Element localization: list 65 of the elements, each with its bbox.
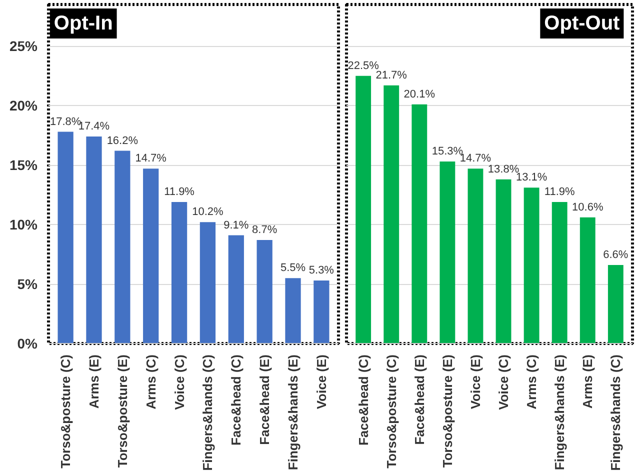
data-label: 16.2%	[106, 134, 138, 147]
bar	[228, 235, 244, 344]
x-tick-label: Fingers&hands (E)	[286, 354, 301, 470]
data-label: 9.1%	[224, 219, 249, 232]
x-tick-label: Arms (E)	[580, 354, 596, 409]
bar	[552, 202, 568, 344]
x-tick-label: Face&head (C)	[228, 354, 244, 446]
data-label: 21.7%	[376, 69, 408, 82]
data-label: 5.3%	[308, 264, 334, 276]
x-tick-label: Face&head (C)	[356, 354, 371, 446]
bar	[86, 136, 102, 344]
data-label: 20.1%	[404, 88, 436, 100]
y-tick-label: 20%	[9, 98, 38, 114]
x-tick-label: Torso&posture (C)	[58, 354, 74, 468]
bar	[468, 168, 484, 344]
bar	[171, 202, 188, 344]
data-label: 6.6%	[603, 248, 628, 261]
bar	[580, 217, 596, 344]
bar	[524, 188, 540, 344]
y-tick-label: 10%	[9, 216, 38, 233]
x-tick-label: Voice (C)	[496, 354, 512, 410]
x-tick-label: Fingers&hands (E)	[552, 354, 568, 470]
y-tick-label: 0%	[17, 336, 38, 352]
y-tick-label: 25%	[9, 38, 38, 54]
data-label: 5.5%	[280, 262, 306, 274]
x-tick-label: Voice (E)	[468, 354, 483, 410]
bar	[412, 104, 428, 344]
y-tick-label: 5%	[17, 276, 38, 292]
data-label: 11.9%	[544, 186, 576, 198]
data-label: 10.2%	[192, 206, 224, 218]
bar	[608, 264, 624, 344]
bar	[114, 150, 130, 344]
data-label: 8.7%	[252, 224, 278, 236]
chart-title: Opt-In	[54, 12, 113, 34]
x-tick-label: Voice (E)	[314, 354, 329, 410]
x-tick-label: Arms (E)	[86, 354, 102, 409]
data-label: 22.5%	[348, 60, 380, 72]
data-label: 13.1%	[516, 172, 548, 184]
x-tick-label: Torso&posture (E)	[114, 354, 130, 468]
bar	[384, 85, 400, 344]
bar	[356, 76, 372, 344]
bar	[314, 280, 330, 344]
bar	[58, 132, 74, 344]
x-tick-label: Torso&posture (E)	[440, 354, 455, 468]
x-tick-label: Face&head (E)	[412, 354, 427, 445]
data-label: 14.7%	[460, 152, 492, 165]
bar	[200, 222, 216, 344]
x-tick-label: Arms (C)	[524, 354, 540, 410]
bar	[496, 179, 512, 344]
data-label: 14.7%	[135, 152, 167, 165]
bar	[440, 162, 456, 344]
chart-title: Opt-Out	[544, 12, 620, 34]
bar	[285, 278, 301, 344]
x-tick-label: Fingers&hands (C)	[200, 354, 216, 471]
bar	[256, 240, 272, 344]
x-tick-label: Voice (C)	[172, 354, 187, 410]
x-tick-label: Fingers&hands (C)	[608, 354, 624, 471]
data-label: 17.8%	[50, 116, 82, 128]
y-tick-label: 15%	[9, 157, 38, 174]
x-tick-label: Face&head (E)	[257, 354, 272, 445]
data-label: 11.9%	[164, 186, 195, 198]
data-label: 10.6%	[572, 201, 604, 214]
bar	[143, 168, 159, 344]
x-tick-label: Arms (C)	[143, 354, 158, 410]
x-tick-label: Torso&posture (C)	[384, 354, 399, 468]
